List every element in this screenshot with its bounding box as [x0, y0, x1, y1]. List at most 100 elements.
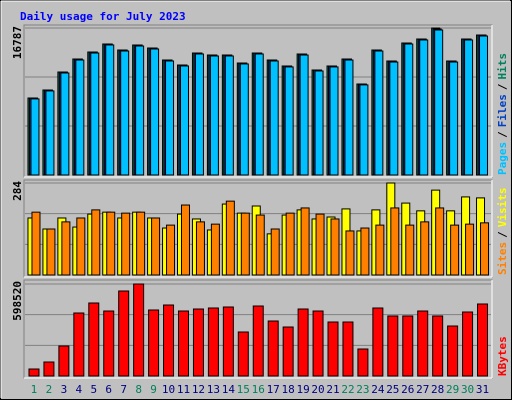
bar	[299, 54, 309, 176]
legend: KBytes	[496, 336, 509, 376]
bar	[435, 207, 445, 276]
bar	[121, 212, 131, 276]
x-tick-label: 19	[296, 383, 309, 396]
bar	[432, 315, 444, 377]
bar	[329, 66, 339, 176]
bar	[417, 310, 429, 377]
x-tick-label: 9	[150, 383, 157, 396]
bar	[434, 29, 444, 176]
bar	[103, 310, 115, 377]
bar	[163, 304, 175, 377]
bar	[285, 212, 295, 276]
x-tick-label: 5	[90, 383, 97, 396]
bar	[225, 200, 235, 276]
bar	[118, 290, 130, 377]
bar	[374, 50, 384, 176]
bar	[477, 303, 489, 377]
x-tick-label: 17	[267, 383, 280, 396]
y-tick-label: 284	[11, 181, 24, 201]
bar	[224, 55, 234, 176]
bar	[240, 212, 250, 276]
bar	[405, 224, 415, 276]
bar	[46, 228, 56, 276]
x-tick-label: 1	[31, 383, 38, 396]
bar	[166, 224, 176, 276]
x-tick-label: 13	[207, 383, 220, 396]
bar	[314, 70, 324, 176]
bar	[135, 45, 145, 176]
x-tick-label: 8	[135, 383, 142, 396]
bar	[207, 307, 219, 377]
y-tick-label: 16787	[11, 26, 24, 59]
bar	[419, 39, 429, 176]
x-tick-label: 4	[76, 383, 83, 396]
y-tick-label: 598520	[11, 281, 24, 321]
bar	[360, 227, 370, 276]
bar	[270, 228, 280, 276]
x-tick-label: 6	[105, 383, 112, 396]
x-tick-label: 7	[120, 383, 127, 396]
bar	[462, 311, 474, 377]
bar	[465, 223, 475, 276]
bar	[404, 43, 414, 176]
bar	[28, 368, 40, 377]
legend-entry: Sites	[496, 242, 509, 275]
bar	[297, 308, 309, 377]
x-tick-label: 11	[177, 383, 190, 396]
bar	[327, 321, 339, 377]
x-tick-label: 14	[222, 383, 236, 396]
x-tick-label: 2	[46, 383, 53, 396]
x-tick-label: 29	[446, 383, 459, 396]
x-tick-label: 15	[237, 383, 250, 396]
bar	[252, 305, 264, 377]
bar	[479, 35, 489, 176]
x-tick-label: 21	[326, 383, 339, 396]
bar	[420, 221, 430, 276]
x-tick-label: 22	[341, 383, 354, 396]
bar	[284, 66, 294, 176]
bar	[106, 211, 116, 276]
bar	[194, 53, 204, 176]
bar	[480, 222, 490, 276]
bar	[254, 53, 264, 176]
bar	[269, 60, 279, 176]
bar	[91, 209, 101, 276]
bar	[43, 361, 55, 377]
legend-entry: Visits	[496, 188, 509, 228]
bar	[75, 59, 85, 176]
bar	[267, 320, 279, 377]
bar	[58, 345, 70, 377]
bar	[120, 50, 130, 176]
x-tick-label: 28	[431, 383, 444, 396]
x-tick-label: 3	[61, 383, 68, 396]
bar	[312, 310, 324, 377]
x-tick-label: 18	[282, 383, 295, 396]
bar	[372, 307, 384, 377]
chart-title: Daily usage for July 2023	[20, 10, 186, 23]
bar	[30, 98, 40, 176]
bar	[148, 309, 160, 377]
bar	[73, 312, 85, 377]
x-tick-label: 25	[386, 383, 399, 396]
bar	[342, 321, 354, 377]
legend-separator: /	[496, 83, 509, 90]
bar	[133, 283, 145, 377]
bar	[402, 315, 414, 377]
bar	[136, 211, 146, 276]
legend: Pages / Files / Hits	[496, 53, 509, 175]
bar	[61, 221, 71, 276]
bar	[282, 326, 294, 377]
bar	[31, 211, 41, 276]
bar	[88, 302, 100, 377]
x-tick-label: 20	[311, 383, 324, 396]
bar	[222, 306, 234, 377]
legend-entry: Hits	[496, 53, 509, 80]
x-tick-label: 27	[416, 383, 429, 396]
bar	[389, 61, 399, 176]
x-tick-label: 12	[192, 383, 205, 396]
bar	[447, 325, 459, 377]
x-tick-label: 16	[252, 383, 265, 396]
bar	[192, 308, 204, 377]
bar	[76, 217, 86, 276]
bar	[449, 61, 459, 176]
